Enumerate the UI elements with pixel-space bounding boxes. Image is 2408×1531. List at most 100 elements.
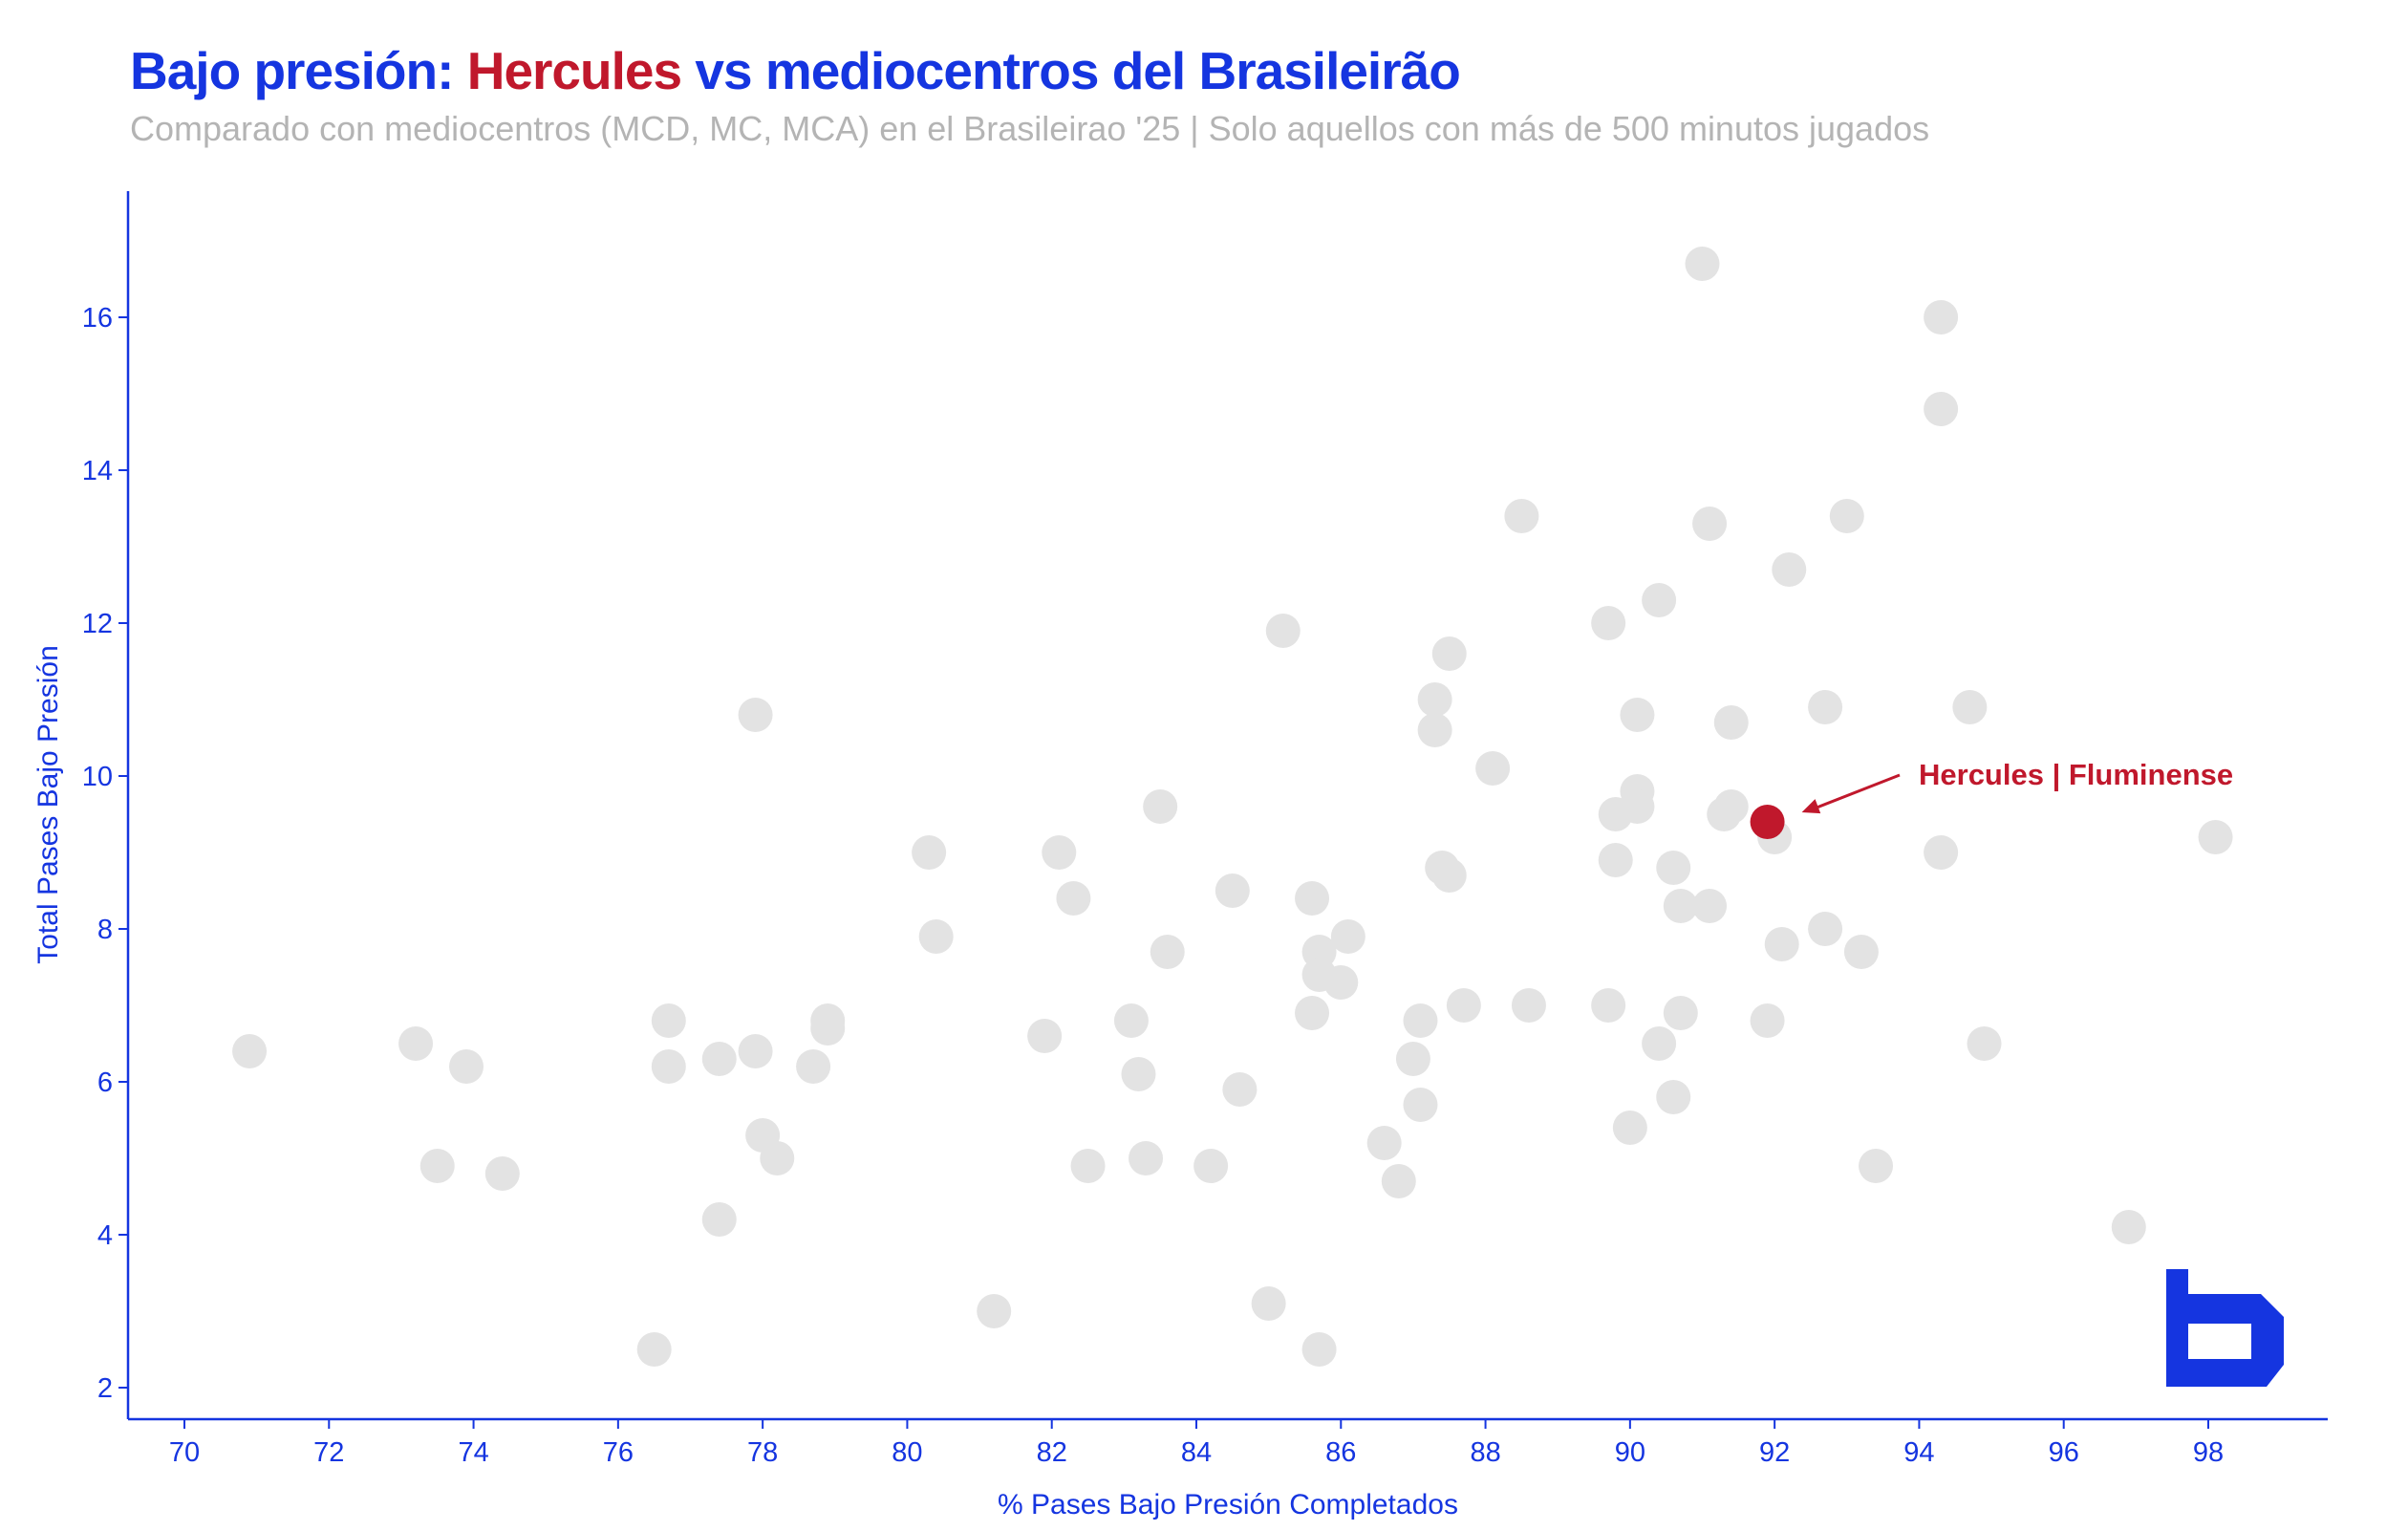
scatter-point [1042,835,1077,870]
scatter-point [1924,835,1959,870]
x-tick-label: 78 [747,1437,778,1468]
scatter-point [1121,1057,1156,1091]
scatter-point [1591,988,1626,1023]
scatter-point [1431,636,1467,671]
scatter-point [1656,1080,1691,1114]
scatter-point [760,1141,795,1175]
scatter-point [1446,988,1481,1023]
y-axis: 2 4 6 8 10 12 14 16 [82,191,130,1419]
scatter-point [1642,1026,1677,1061]
scatter-point [738,698,773,732]
scatter-point [1295,881,1330,916]
scatter-point [419,1149,455,1183]
scatter-point [1027,1019,1063,1053]
x-axis-label: % Pases Bajo Presión Completados [998,1489,1458,1520]
title-highlight: Hercules [466,41,682,100]
scatter-point [1750,1003,1785,1038]
chart-subtitle: Comparado con mediocentros (MCD, MC, MCA… [130,109,1930,148]
y-tick-label: 14 [82,456,113,486]
scatter-point [1713,789,1749,824]
scatter-point [1222,1072,1258,1107]
scatter-point [1475,751,1511,786]
scatter-point [1808,912,1843,946]
scatter-point [977,1294,1012,1328]
scatter-point [1395,1042,1430,1076]
scatter-point [1713,705,1749,740]
scatter-point [1511,988,1546,1023]
scatter-point [651,1049,686,1084]
scatter-point [1656,851,1691,885]
x-tick-label: 80 [892,1437,922,1468]
x-tick-label: 92 [1759,1437,1790,1468]
x-tick-label: 84 [1181,1437,1212,1468]
scatter-point [1859,1149,1894,1183]
scatter-point [1129,1141,1164,1175]
scatter-point [1403,1003,1438,1038]
scatter-point [912,835,947,870]
scatter-point [738,1034,773,1068]
scatter-point [1843,935,1879,969]
scatter-point [1952,690,1988,724]
scatter-point [2198,820,2233,854]
x-tick-label: 74 [458,1437,488,1468]
scatter-point [1591,606,1626,640]
scatter-point [1265,614,1301,648]
scatter-point [1113,1003,1149,1038]
scatter-point [1150,935,1185,969]
scatter-point [1829,499,1864,533]
scatter-point [1431,858,1467,893]
scatter-point [1692,889,1728,923]
scatter-point [1143,789,1178,824]
scatter-point [484,1156,520,1191]
scatter-point [1403,1088,1438,1122]
scatter-point [1663,889,1698,923]
scatter-point [449,1049,484,1084]
title-suffix: vs mediocentros del Brasileirão [681,41,1460,100]
x-tick-label: 72 [313,1437,344,1468]
scatter-point [1504,499,1539,533]
scatter-point [1612,1111,1647,1145]
scatter-point [1924,300,1959,334]
x-tick-label: 96 [2049,1437,2079,1468]
scatter-point [1215,873,1250,908]
scatter-point [701,1202,737,1237]
scatter-point [1642,583,1677,617]
scatter-point [636,1332,672,1367]
scatter-point [1417,713,1452,747]
scatter-point [1620,789,1655,824]
highlight-label: Hercules | Fluminense [1919,758,2233,791]
x-tick-label: 98 [2193,1437,2224,1468]
scatter-point [918,919,954,954]
scatter-point [1070,1149,1106,1183]
scatter-point [1692,507,1728,541]
x-tick-label: 82 [1037,1437,1067,1468]
b-logo-icon [2166,1269,2284,1387]
highlight-annotation: Hercules | Fluminense [1750,758,2233,839]
title-prefix: Bajo presión: [130,41,467,100]
scatter-point [1193,1149,1229,1183]
scatter-point [1251,1286,1286,1321]
highlight-point [1750,805,1785,839]
x-axis: 70 72 74 76 78 80 82 84 86 88 90 92 94 96 98 [128,1417,2328,1468]
x-tick-label: 70 [169,1437,200,1468]
x-tick-label: 94 [1903,1437,1934,1468]
data-points [232,247,2233,1367]
x-tick-label: 88 [1470,1437,1500,1468]
scatter-point [1808,690,1843,724]
y-tick-label: 10 [82,762,113,792]
chart-title: Bajo presión: Hercules vs mediocentros d… [130,40,1461,101]
x-tick-label: 86 [1325,1437,1356,1468]
scatter-point [1924,392,1959,426]
scatter-point [1323,965,1359,1000]
scatter-point [1598,843,1633,877]
scatter-point [1295,996,1330,1030]
scatter-point [398,1026,434,1061]
scatter-point [1967,1026,2002,1061]
scatter-point [810,1011,846,1046]
annotation-arrow [1809,773,1901,812]
y-tick-label: 6 [97,1067,113,1098]
scatter-point [1056,881,1091,916]
scatter-point [1620,698,1655,732]
scatter-point [1772,552,1807,587]
